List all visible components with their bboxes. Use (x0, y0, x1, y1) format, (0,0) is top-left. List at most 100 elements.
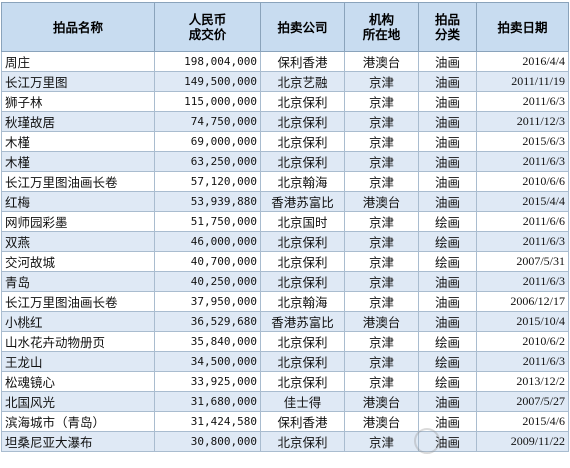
cell-item-name: 交河故城 (1, 251, 155, 272)
cell-auction-date: 2009/11/22 (476, 431, 569, 452)
cell-auction-house: 北京保利 (260, 431, 345, 452)
table-row: 网师园彩墨 51,750,000 北京国时 京津 绘画 2011/6/6 (1, 211, 569, 232)
cell-item-name: 北国风光 (1, 391, 155, 412)
cell-auction-date: 2011/11/19 (476, 71, 569, 92)
cell-region: 京津 (344, 351, 419, 372)
cell-category: 油画 (418, 271, 477, 292)
cell-auction-house: 北京保利 (260, 351, 345, 372)
cell-item-name: 秋瑾故居 (1, 111, 155, 132)
cell-price: 33,925,000 (154, 371, 261, 392)
cell-price: 37,950,000 (154, 291, 261, 312)
cell-price: 30,800,000 (154, 431, 261, 452)
cell-item-name: 狮子林 (1, 91, 155, 112)
cell-category: 绘画 (418, 251, 477, 272)
table-row: 山水花卉动物册页 35,840,000 北京保利 京津 绘画 2010/6/2 (1, 331, 569, 352)
table-row: 交河故城 40,700,000 北京保利 京津 绘画 2007/5/31 (1, 251, 569, 272)
table-row: 狮子林 115,000,000 北京保利 京津 油画 2011/6/3 (1, 91, 569, 112)
cell-region: 京津 (344, 151, 419, 172)
table-row: 北国风光 31,680,000 佳士得 港澳台 油画 2007/5/27 (1, 391, 569, 412)
cell-category: 绘画 (418, 351, 477, 372)
cell-auction-house: 北京保利 (260, 91, 345, 112)
cell-auction-house: 北京保利 (260, 331, 345, 352)
table-row: 小桃红 36,529,680 香港苏富比 港澳台 油画 2015/10/4 (1, 311, 569, 332)
table-row: 双燕 46,000,000 北京保利 京津 绘画 2011/6/3 (1, 231, 569, 252)
cell-region: 港澳台 (344, 411, 419, 432)
cell-auction-house: 香港苏富比 (260, 191, 345, 212)
cell-price: 74,750,000 (154, 111, 261, 132)
cell-category: 油画 (418, 51, 477, 72)
table-row: 木槿 69,000,000 北京保利 京津 油画 2015/6/3 (1, 131, 569, 152)
cell-price: 51,750,000 (154, 211, 261, 232)
cell-auction-house: 北京国时 (260, 211, 345, 232)
cell-price: 31,424,580 (154, 411, 261, 432)
table-row: 坦桑尼亚大瀑布 30,800,000 北京保利 京津 油画 2009/11/22 (1, 431, 569, 452)
cell-price: 34,500,000 (154, 351, 261, 372)
cell-item-name: 双燕 (1, 231, 155, 252)
header-price: 人民币 成交价 (154, 2, 261, 52)
cell-auction-house: 北京翰海 (260, 291, 345, 312)
cell-region: 京津 (344, 431, 419, 452)
cell-region: 港澳台 (344, 51, 419, 72)
table-row: 王龙山 34,500,000 北京保利 京津 绘画 2011/6/3 (1, 351, 569, 372)
cell-auction-date: 2015/6/3 (476, 131, 569, 152)
cell-auction-date: 2007/5/27 (476, 391, 569, 412)
cell-price: 53,939,880 (154, 191, 261, 212)
cell-auction-date: 2011/6/3 (476, 151, 569, 172)
cell-item-name: 小桃红 (1, 311, 155, 332)
cell-price: 31,680,000 (154, 391, 261, 412)
header-auction-house: 拍卖公司 (260, 2, 345, 52)
cell-region: 京津 (344, 131, 419, 152)
cell-item-name: 王龙山 (1, 351, 155, 372)
cell-auction-date: 2011/12/3 (476, 111, 569, 132)
header-item-name: 拍品名称 (1, 2, 155, 52)
cell-price: 36,529,680 (154, 311, 261, 332)
table-row: 秋瑾故居 74,750,000 北京保利 京津 油画 2011/12/3 (1, 111, 569, 132)
auction-records-table: 拍品名称 人民币 成交价 拍卖公司 机构 所在地 拍品 分类 拍卖日期 周庄 19… (1, 2, 569, 452)
cell-item-name: 松魂镜心 (1, 371, 155, 392)
cell-auction-house: 北京保利 (260, 371, 345, 392)
cell-region: 京津 (344, 71, 419, 92)
cell-auction-date: 2007/5/31 (476, 251, 569, 272)
header-category: 拍品 分类 (418, 2, 477, 52)
cell-auction-date: 2010/6/2 (476, 331, 569, 352)
cell-price: 149,500,000 (154, 71, 261, 92)
cell-auction-date: 2015/10/4 (476, 311, 569, 332)
cell-auction-date: 2015/4/6 (476, 411, 569, 432)
table-body: 周庄 198,004,000 保利香港 港澳台 油画 2016/4/4 长江万里图 149,5… (1, 51, 569, 452)
table-row: 木槿 63,250,000 北京保利 京津 油画 2011/6/3 (1, 151, 569, 172)
cell-price: 63,250,000 (154, 151, 261, 172)
cell-auction-date: 2011/6/3 (476, 351, 569, 372)
cell-category: 油画 (418, 311, 477, 332)
cell-item-name: 长江万里图油画长卷 (1, 171, 155, 192)
cell-item-name: 网师园彩墨 (1, 211, 155, 232)
cell-auction-house: 北京保利 (260, 271, 345, 292)
watermark-logo-icon (414, 428, 440, 454)
cell-item-name: 坦桑尼亚大瀑布 (1, 431, 155, 452)
cell-category: 油画 (418, 91, 477, 112)
cell-item-name: 长江万里图油画长卷 (1, 291, 155, 312)
cell-item-name: 木槿 (1, 131, 155, 152)
cell-region: 京津 (344, 91, 419, 112)
cell-price: 115,000,000 (154, 91, 261, 112)
cell-item-name: 周庄 (1, 51, 155, 72)
cell-item-name: 滨海城市（青岛） (1, 411, 155, 432)
table-row: 周庄 198,004,000 保利香港 港澳台 油画 2016/4/4 (1, 51, 569, 72)
table-row: 松魂镜心 33,925,000 北京保利 京津 绘画 2013/12/2 (1, 371, 569, 392)
table-header-row: 拍品名称 人民币 成交价 拍卖公司 机构 所在地 拍品 分类 拍卖日期 (1, 2, 569, 52)
cell-auction-date: 2015/4/4 (476, 191, 569, 212)
cell-auction-house: 北京艺融 (260, 71, 345, 92)
cell-region: 港澳台 (344, 311, 419, 332)
cell-item-name: 红梅 (1, 191, 155, 212)
table-row: 滨海城市（青岛） 31,424,580 保利香港 港澳台 油画 2015/4/6 (1, 411, 569, 432)
cell-region: 港澳台 (344, 191, 419, 212)
cell-region: 港澳台 (344, 391, 419, 412)
cell-category: 油画 (418, 411, 477, 432)
cell-category: 油画 (418, 151, 477, 172)
cell-price: 40,250,000 (154, 271, 261, 292)
cell-auction-date: 2016/4/4 (476, 51, 569, 72)
cell-auction-date: 2010/6/6 (476, 171, 569, 192)
cell-auction-house: 佳士得 (260, 391, 345, 412)
cell-region: 京津 (344, 111, 419, 132)
cell-category: 油画 (418, 131, 477, 152)
cell-category: 绘画 (418, 211, 477, 232)
